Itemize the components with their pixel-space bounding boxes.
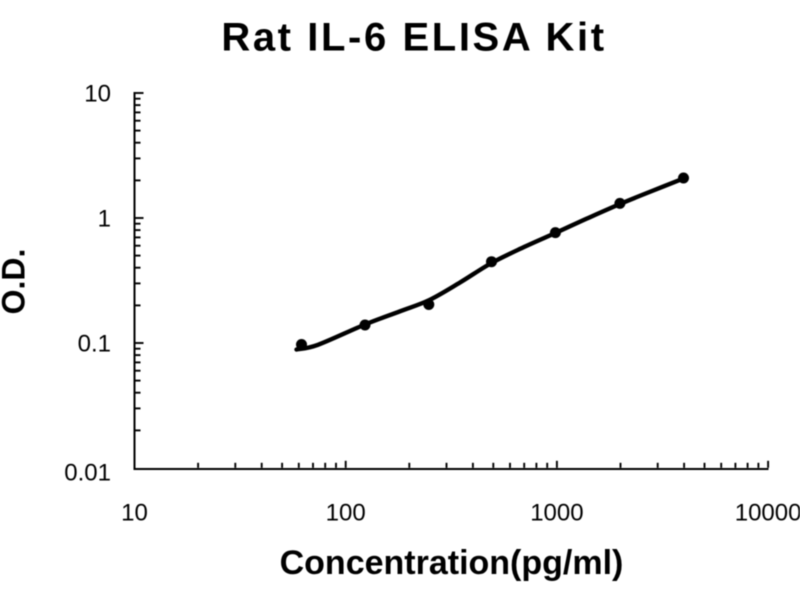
svg-text:10: 10 bbox=[84, 81, 111, 108]
svg-text:10: 10 bbox=[121, 500, 148, 527]
svg-text:0.01: 0.01 bbox=[64, 460, 111, 487]
svg-text:1: 1 bbox=[98, 206, 111, 233]
svg-text:O.D.: O.D. bbox=[0, 249, 32, 315]
svg-text:Rat IL-6 ELISA Kit: Rat IL-6 ELISA Kit bbox=[221, 16, 606, 60]
svg-text:10000: 10000 bbox=[735, 500, 800, 527]
svg-text:1000: 1000 bbox=[530, 500, 583, 527]
svg-text:100: 100 bbox=[326, 500, 366, 527]
svg-text:Concentration(pg/ml): Concentration(pg/ml) bbox=[280, 544, 624, 582]
svg-text:0.1: 0.1 bbox=[78, 331, 111, 358]
